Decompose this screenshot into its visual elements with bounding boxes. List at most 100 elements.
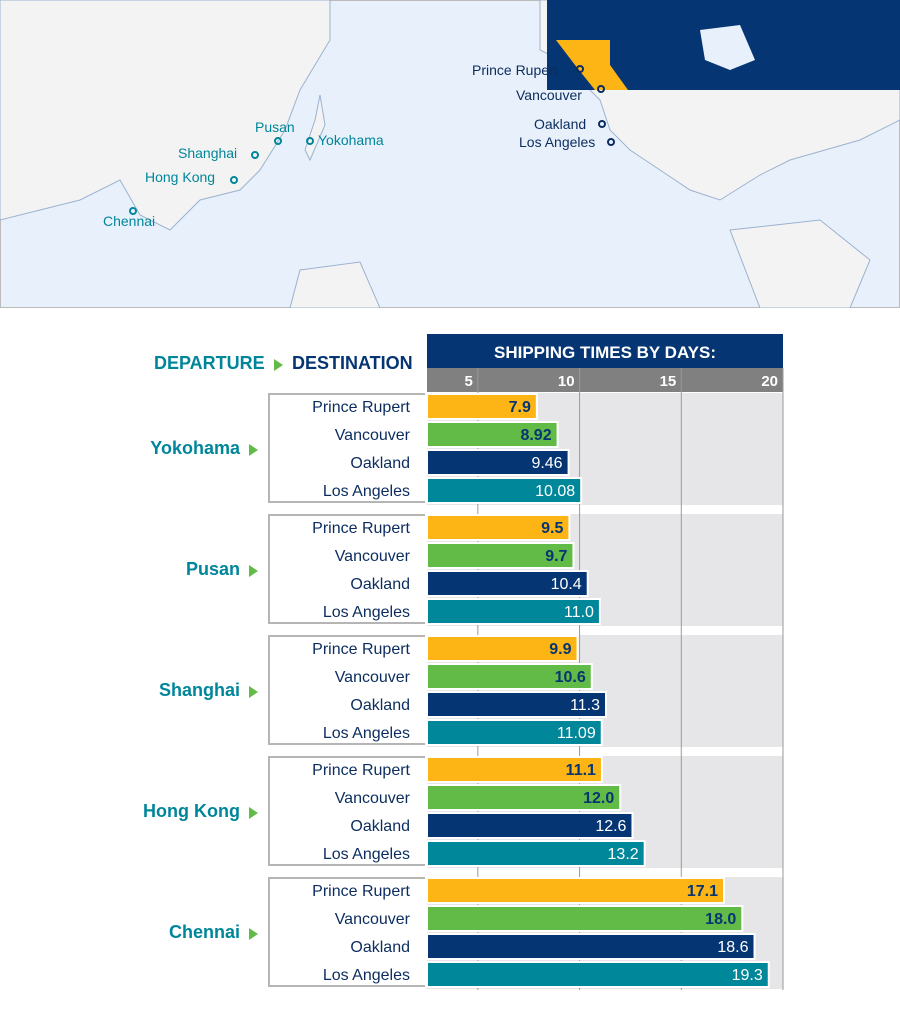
bar [426,784,622,811]
bar [426,663,593,690]
bar [426,393,538,420]
bar [426,719,603,746]
map-label-pusan: Pusan [255,119,295,135]
australia-landmass [289,261,381,308]
x-tick-label: 15 [660,373,677,390]
destination-label: Prince Rupert [312,641,410,658]
origin-label: Chennai [168,922,240,942]
bar [426,840,646,867]
pacific-map [0,0,900,308]
bar-value-label: 8.92 [520,427,551,444]
destination-label: Los Angeles [322,725,410,742]
map-label-yokohama: Yokohama [318,132,384,148]
bar-value-label: 18.0 [705,911,736,928]
bar-value-label: 11.3 [570,697,600,714]
bar [426,756,603,783]
group-bracket [268,877,425,987]
arrow-right-icon [249,928,258,940]
bar-value-label: 12.0 [583,790,614,807]
map-label-chennai: Chennai [103,213,156,229]
origin-label: Hong Kong [143,801,240,821]
bar [426,812,634,839]
destination-label: Prince Rupert [312,762,410,779]
arrow-right-icon [249,565,258,577]
destination-label: Vancouver [334,427,410,444]
destination-label: Vancouver [334,790,410,807]
destination-label: Prince Rupert [312,883,410,900]
map-label-hong-kong: Hong Kong [145,169,216,185]
bar [426,542,575,569]
bar-value-label: 17.1 [687,883,718,900]
group-bracket [268,756,425,866]
bar-value-label: 9.7 [545,548,567,565]
arrow-right-icon [249,807,258,819]
british-columbia-region [556,40,628,90]
destination-label: Oakland [350,939,410,956]
destination-label: Prince Rupert [312,399,410,416]
destination-label: Los Angeles [322,967,410,984]
bar-value-label: 9.5 [541,520,563,537]
origin-label: Yokohama [150,438,240,458]
hudson-bay [700,25,755,70]
bar-value-label: 7.9 [509,399,531,416]
bar-value-label: 11.1 [566,762,596,779]
arrow-right-icon [249,444,258,456]
map-label-los-angeles: Los Angeles [519,134,596,150]
group-bracket [268,514,425,624]
axis-bar [427,368,783,392]
bar [426,570,589,597]
bar [426,961,770,988]
bar [426,905,744,932]
bar-value-label: 10.6 [555,669,586,686]
destination-label: Oakland [350,576,410,593]
map-label-shanghai: Shanghai [178,145,238,161]
bar-value-label: 13.2 [608,846,639,863]
destination-header: DESTINATION [292,353,413,373]
bar-value-label: 10.4 [551,576,582,593]
south-america-landmass [729,219,871,308]
origin-label: Pusan [185,559,240,579]
asia-landmass [0,0,331,231]
group-bracket [268,635,425,745]
bar-value-label: 18.6 [717,939,748,956]
bar [426,598,601,625]
origin-label: Shanghai [158,680,240,700]
x-tick-label: 5 [465,373,473,390]
destination-label: Los Angeles [322,604,410,621]
bar [426,449,570,476]
bar-value-label: 11.0 [564,604,594,621]
destination-label: Oakland [350,818,410,835]
x-tick-label: 10 [558,373,575,390]
group-bracket [268,393,425,503]
destination-label: Los Angeles [322,483,410,500]
destination-label: Los Angeles [322,846,410,863]
bar-value-label: 10.08 [535,483,575,500]
map-label-prince-rupert: Prince Rupert [472,62,558,78]
destination-label: Oakland [350,697,410,714]
destination-label: Prince Rupert [312,520,410,537]
arrow-right-icon [249,686,258,698]
map-label-oakland: Oakland [534,116,587,132]
chart-title: SHIPPING TIMES BY DAYS: [494,343,716,362]
bar [426,421,559,448]
bar [426,933,756,960]
bar-value-label: 9.46 [531,455,562,472]
bar-value-label: 19.3 [732,967,763,984]
bar-value-label: 12.6 [595,818,626,835]
destination-label: Oakland [350,455,410,472]
map-label-vancouver: Vancouver [516,87,582,103]
bar-value-label: 9.9 [549,641,571,658]
x-tick-label: 20 [761,373,778,390]
bar [426,691,608,718]
destination-label: Vancouver [334,911,410,928]
destination-label: Vancouver [334,548,410,565]
bar [426,635,579,662]
bar [426,514,571,541]
departure-header: DEPARTURE [154,353,265,373]
bar [426,477,583,504]
destination-label: Vancouver [334,669,410,686]
title-bar [427,334,783,368]
bar-value-label: 11.09 [557,725,596,742]
